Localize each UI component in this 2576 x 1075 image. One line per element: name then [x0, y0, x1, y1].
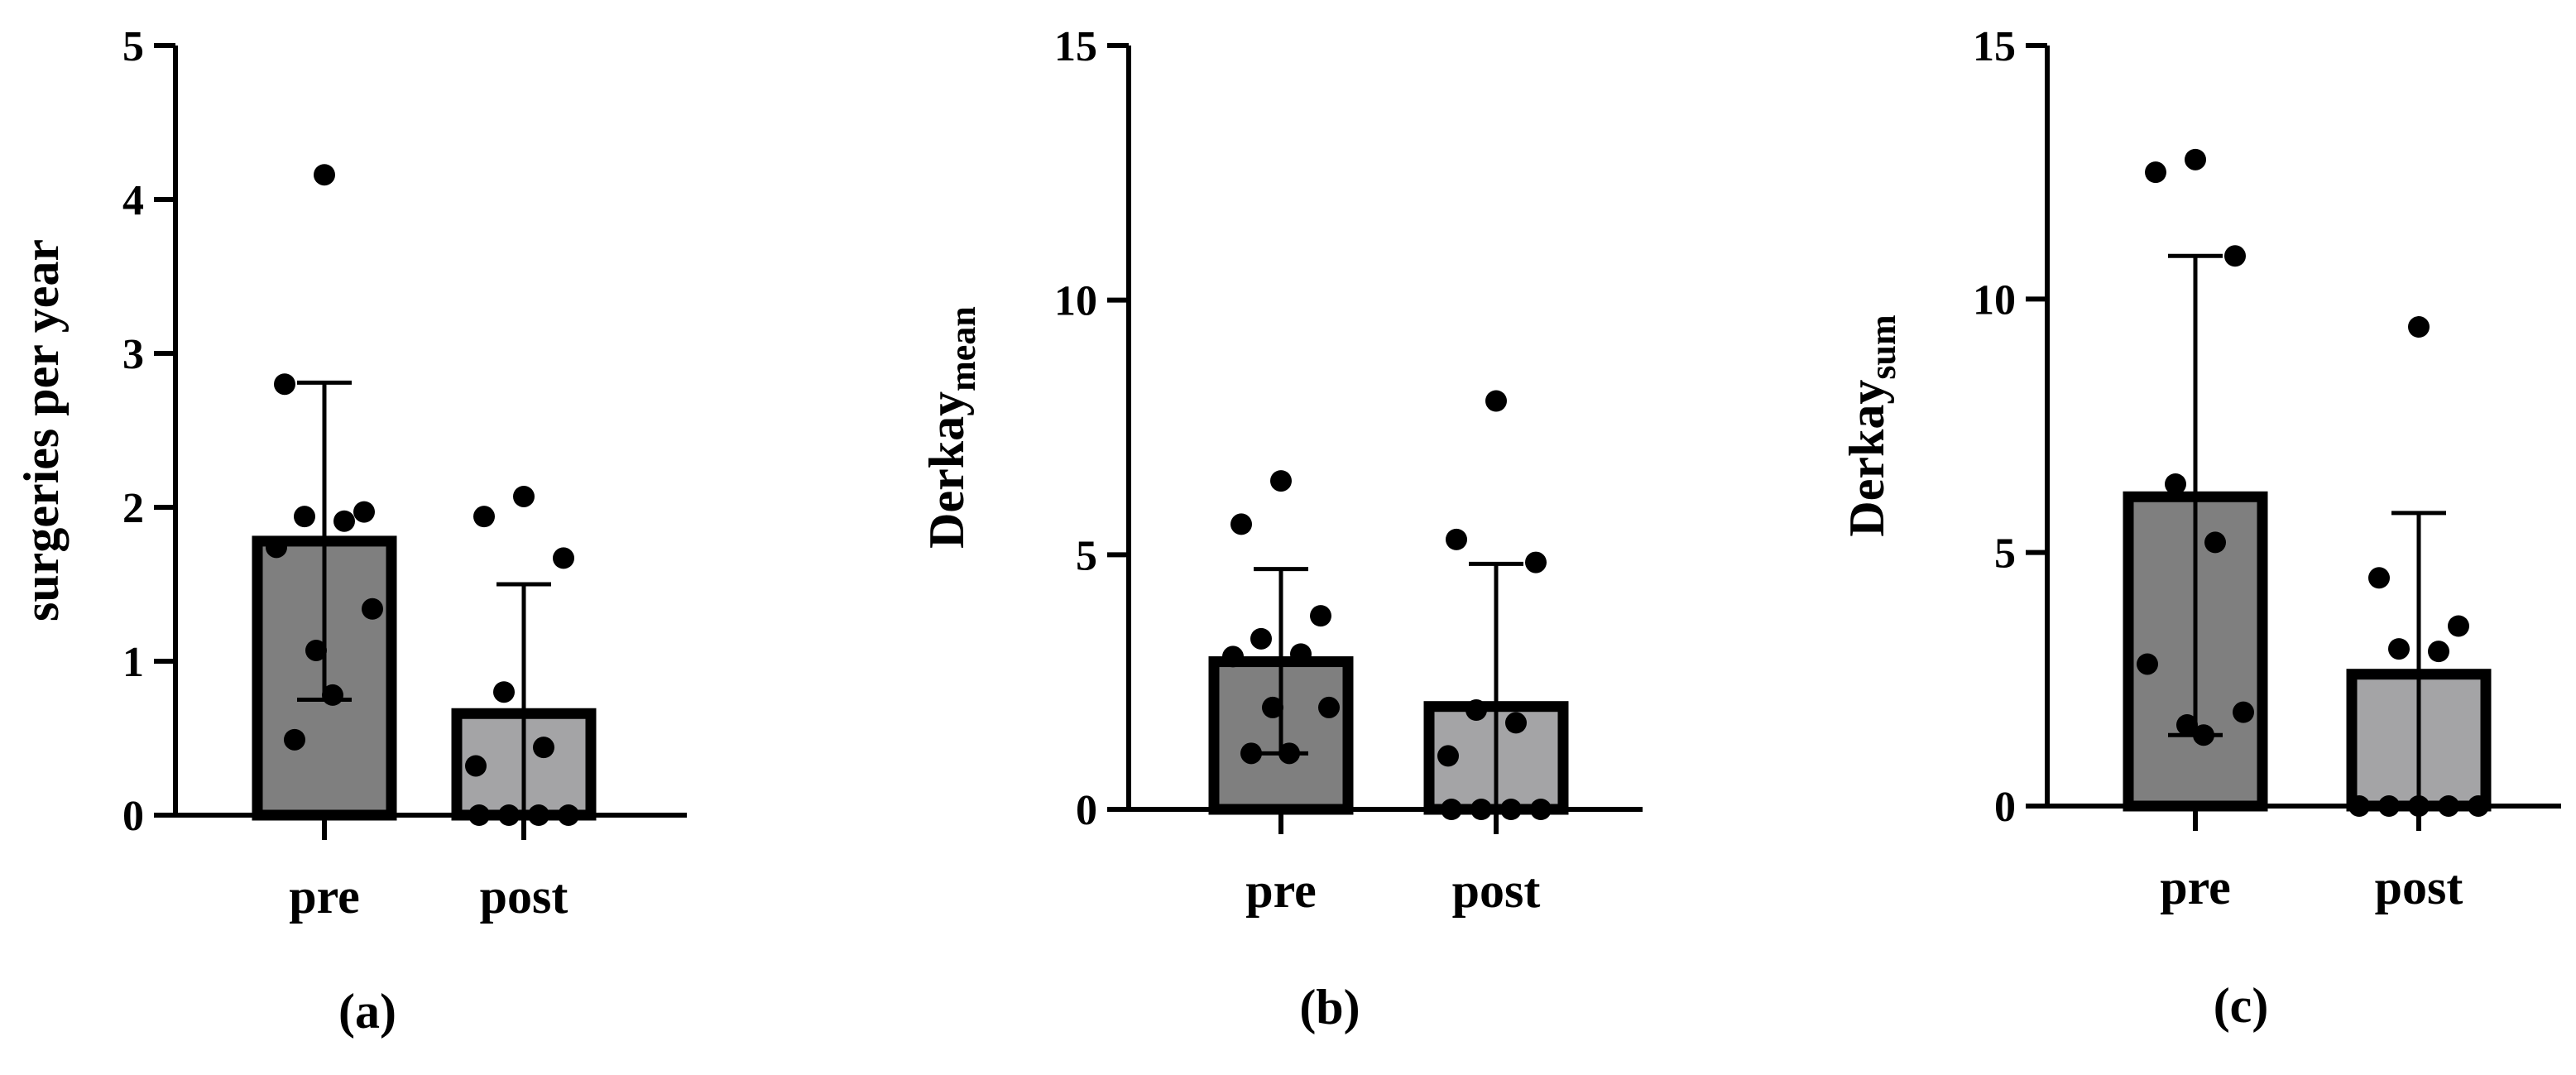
data-point-pre	[294, 506, 315, 528]
y-axis-title: Derkaysum	[1840, 314, 1903, 536]
data-point-post	[553, 547, 574, 569]
data-point-pre	[1290, 643, 1312, 665]
chart-panel-1: 0 1 2 3 4 5 pre post surgeries per year (a)	[14, 23, 687, 1039]
y-axis-title: Derkaymean	[919, 306, 983, 549]
y-axis-title: surgeries per year	[14, 239, 69, 621]
y-tick-label: 5	[1994, 530, 2016, 578]
data-point-pre	[1270, 470, 1292, 492]
data-point-post	[493, 681, 515, 703]
data-point-pre	[2137, 653, 2158, 675]
data-point-pre	[1222, 645, 1244, 668]
x-tick-label-pre: pre	[2160, 860, 2231, 914]
x-tick-label-post: post	[2375, 860, 2463, 914]
data-point-pre	[1278, 742, 1300, 765]
y-tick-label: 15	[1054, 23, 1097, 70]
data-point-post	[2408, 316, 2430, 338]
y-tick-label: 0	[1076, 787, 1097, 834]
data-point-pre	[2224, 245, 2246, 267]
data-point-pre	[284, 728, 305, 751]
data-point-post	[1485, 390, 1507, 412]
y-tick-label: 10	[1973, 276, 2016, 324]
x-tick-label-post: post	[480, 869, 568, 924]
panel-caption: (c)	[2214, 978, 2269, 1033]
data-point-post	[2448, 615, 2469, 637]
data-point-pre	[2176, 713, 2198, 736]
data-point-post	[2368, 567, 2390, 589]
data-point-pre	[2193, 724, 2214, 746]
panel-caption: (b)	[1299, 980, 1360, 1034]
data-point-post	[513, 485, 535, 507]
x-tick-label-post: post	[1452, 863, 1541, 918]
y-tick-label: 0	[122, 793, 144, 840]
y-axis-title-subscript: sum	[1863, 314, 1903, 379]
data-point-pre	[333, 510, 355, 532]
y-tick-label: 1	[122, 639, 144, 686]
data-point-pre	[1318, 696, 1340, 718]
data-point-post	[2428, 641, 2449, 663]
data-point-pre	[1262, 696, 1283, 718]
data-point-post	[533, 737, 554, 759]
y-tick-label: 15	[1973, 23, 2016, 70]
panel-caption: (a)	[338, 984, 396, 1039]
x-tick-label-pre: pre	[1245, 863, 1317, 918]
data-point-post	[1437, 745, 1459, 767]
data-point-post	[1465, 699, 1487, 722]
data-point-pre	[322, 684, 343, 706]
data-point-pre	[2165, 473, 2186, 495]
data-point-pre	[305, 639, 327, 661]
data-point-post	[465, 755, 487, 777]
chart-panel-2: 0 5 10 15 pre post Derkaymean (b)	[919, 23, 1643, 1034]
y-tick-label: 5	[122, 23, 144, 70]
y-tick-label: 5	[1076, 532, 1097, 579]
x-tick-label-pre: pre	[289, 869, 360, 924]
data-point-post	[1446, 528, 1467, 550]
data-point-post	[2388, 638, 2410, 660]
data-point-pre	[314, 164, 335, 186]
data-point-pre	[353, 501, 375, 523]
data-point-pre	[1310, 605, 1331, 627]
y-axis-title-subscript: mean	[943, 306, 983, 391]
y-axis-title-main: Derkay	[919, 391, 974, 549]
data-point-post	[1525, 551, 1547, 573]
y-tick-label: 0	[1994, 784, 2016, 831]
data-point-post	[1505, 712, 1527, 734]
data-point-pre	[274, 373, 295, 396]
chart-panel-3: 0 5 10 15 pre post Derkaysum (c)	[1840, 23, 2561, 1033]
y-tick-label: 4	[122, 177, 144, 224]
data-point-pre	[2145, 161, 2166, 184]
data-point-pre	[1250, 627, 1272, 650]
y-tick-label: 2	[122, 485, 144, 532]
data-point-pre	[2185, 148, 2206, 170]
data-point-pre	[362, 597, 383, 620]
data-point-pre	[1240, 742, 1262, 765]
data-point-pre	[2204, 531, 2226, 554]
y-axis-title-main: Derkay	[1840, 380, 1894, 537]
data-point-pre	[2233, 701, 2254, 723]
data-point-pre	[1230, 513, 1252, 535]
data-point-post	[473, 506, 495, 528]
y-tick-label: 3	[122, 331, 144, 378]
y-axis-title-main: surgeries per year	[14, 239, 69, 621]
data-point-pre	[266, 536, 287, 559]
y-tick-label: 10	[1054, 278, 1097, 325]
